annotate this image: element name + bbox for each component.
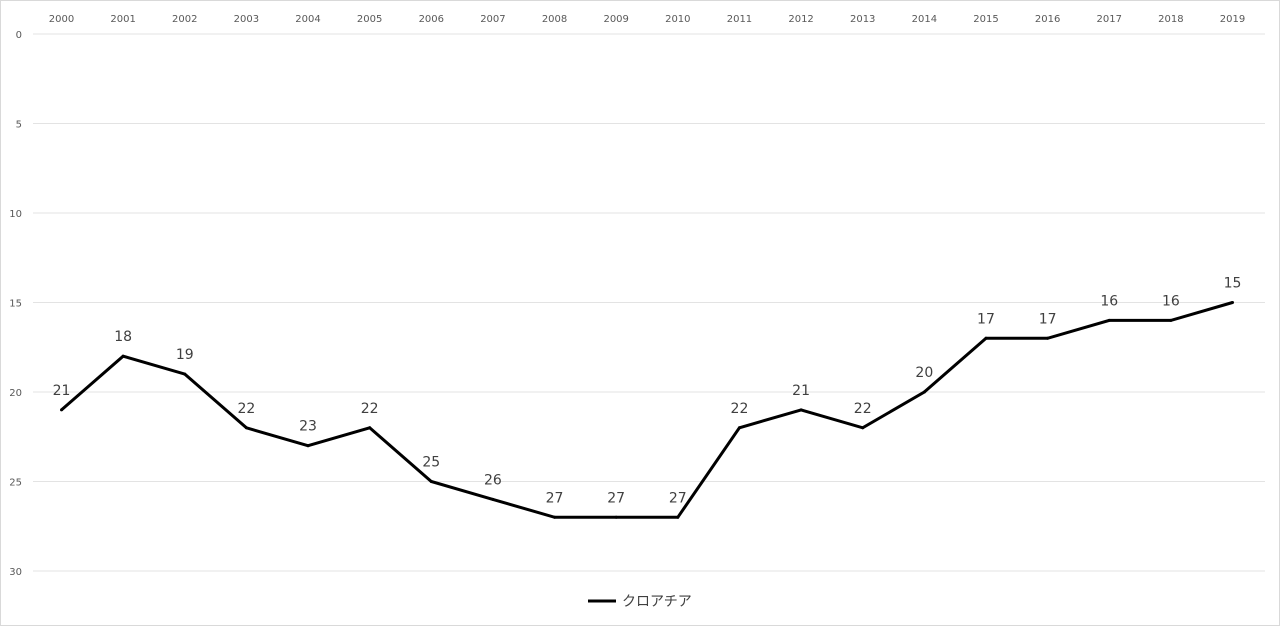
- data-label: 23: [299, 419, 317, 435]
- data-point: [244, 426, 248, 430]
- x-tick-label: 2013: [850, 14, 875, 25]
- x-tick-label: 2017: [1097, 14, 1122, 25]
- y-tick-label: 5: [16, 120, 22, 131]
- legend: クロアチア: [588, 594, 692, 610]
- x-axis-ticks: 2000 2001 2002 2003 2004 2005 2006 2007 2008 2009…: [49, 14, 1245, 25]
- data-label: 22: [731, 401, 749, 417]
- series-line: [60, 301, 1233, 519]
- x-tick-label: 2010: [665, 14, 690, 25]
- data-labels: 21 18 19 22 23 22 25 26 27 27 27 22 21 22 20 17 17 16 16 15: [53, 276, 1242, 507]
- legend-label: クロアチア: [622, 594, 692, 610]
- data-label: 21: [792, 383, 810, 399]
- y-tick-label: 30: [9, 567, 22, 578]
- data-point: [799, 408, 803, 412]
- x-tick-label: 2018: [1158, 14, 1183, 25]
- data-label: 16: [1100, 293, 1118, 309]
- data-point: [614, 515, 618, 519]
- data-label: 26: [484, 472, 502, 488]
- x-tick-label: 2011: [727, 14, 752, 25]
- x-tick-label: 2002: [172, 14, 197, 25]
- data-point: [429, 480, 433, 483]
- x-tick-label: 2006: [419, 14, 444, 25]
- data-label: 22: [854, 401, 872, 417]
- data-label: 27: [546, 490, 564, 506]
- data-label: 20: [915, 365, 933, 381]
- y-tick-label: 20: [9, 388, 22, 399]
- x-tick-label: 2007: [480, 14, 505, 25]
- x-tick-label: 2019: [1220, 14, 1245, 25]
- data-point: [1231, 301, 1234, 304]
- data-point: [861, 426, 865, 430]
- series-layer: [60, 301, 1234, 519]
- data-label: 21: [53, 383, 71, 399]
- data-label: 18: [114, 329, 132, 345]
- x-tick-label: 2000: [49, 14, 74, 25]
- data-point: [368, 426, 372, 430]
- y-tick-label: 10: [9, 209, 22, 220]
- data-point: [306, 444, 310, 448]
- data-point: [984, 336, 988, 340]
- gridlines: [33, 33, 1265, 572]
- data-point: [491, 497, 495, 501]
- data-label: 17: [977, 311, 995, 327]
- data-label: 22: [237, 401, 255, 417]
- x-tick-label: 2012: [788, 14, 813, 25]
- data-label: 16: [1162, 293, 1180, 309]
- data-label: 15: [1224, 276, 1242, 292]
- y-tick-label: 0: [16, 30, 22, 41]
- data-label: 19: [176, 347, 194, 363]
- data-label: 25: [422, 455, 440, 471]
- data-label: 27: [669, 490, 687, 506]
- y-tick-label: 15: [9, 299, 22, 310]
- data-point: [121, 354, 125, 358]
- data-point: [1046, 336, 1050, 340]
- data-point: [737, 426, 741, 430]
- x-tick-label: 2003: [234, 14, 259, 25]
- data-label: 27: [607, 490, 625, 506]
- data-label: 17: [1039, 311, 1057, 327]
- data-point: [676, 515, 680, 519]
- x-tick-label: 2015: [973, 14, 998, 25]
- x-tick-label: 2004: [295, 14, 320, 25]
- data-point: [922, 390, 926, 394]
- data-label: 22: [361, 401, 379, 417]
- data-point: [553, 515, 557, 519]
- x-tick-label: 2016: [1035, 14, 1060, 25]
- x-tick-label: 2001: [110, 14, 135, 25]
- y-axis-ticks: 0 5 10 15 20 25 30: [9, 30, 22, 578]
- x-tick-label: 2014: [912, 14, 937, 25]
- y-tick-label: 25: [9, 478, 22, 489]
- x-tick-label: 2005: [357, 14, 382, 25]
- x-tick-label: 2008: [542, 14, 567, 25]
- data-point: [1107, 318, 1111, 322]
- data-point: [1169, 318, 1173, 322]
- data-point: [60, 408, 63, 412]
- x-tick-label: 2009: [603, 14, 628, 25]
- data-point: [183, 372, 187, 376]
